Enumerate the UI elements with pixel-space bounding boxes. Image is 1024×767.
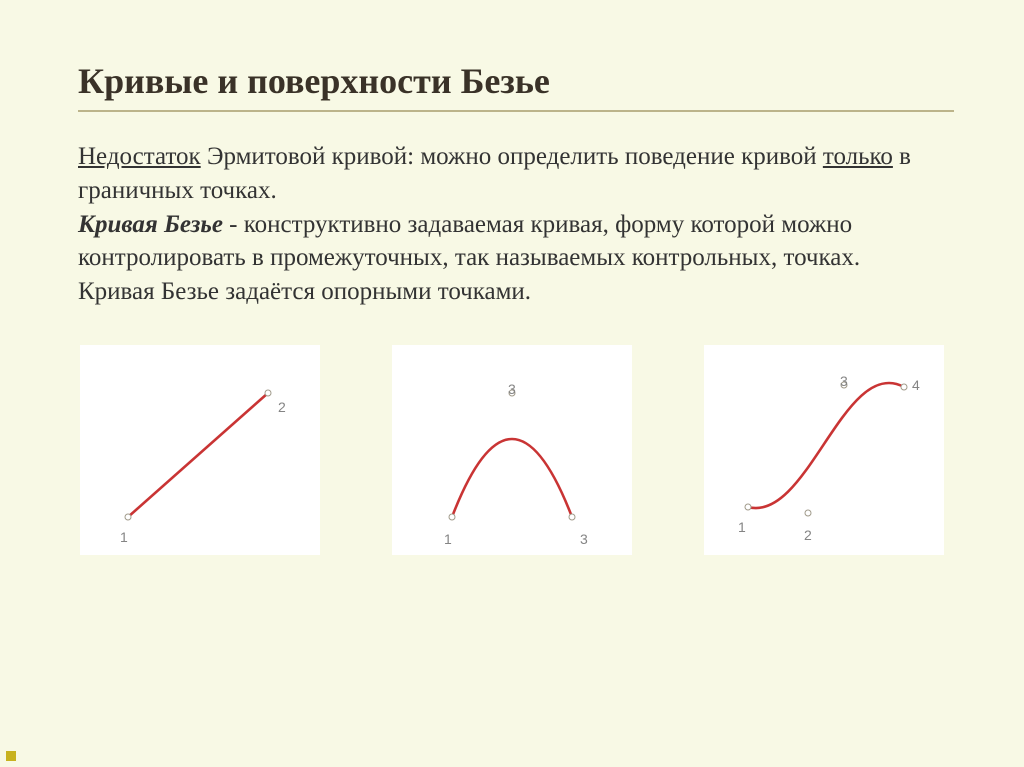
figure-quadratic: 1 3 3 bbox=[392, 345, 632, 555]
text-underline-2: только bbox=[823, 143, 893, 170]
slide-marker-icon bbox=[6, 751, 16, 761]
control-point bbox=[805, 509, 812, 516]
control-point-label: 3 bbox=[508, 381, 516, 397]
text-part: Эрмитовой кривой: можно определить повед… bbox=[201, 143, 823, 170]
control-point bbox=[265, 389, 272, 396]
figure-linear: 12 bbox=[80, 345, 320, 555]
control-point-label: 2 bbox=[804, 527, 812, 543]
figure-cubic: 1 2 3 4 bbox=[704, 345, 944, 555]
figures-row: 12 133 1234 bbox=[70, 345, 954, 555]
control-point-label: 3 bbox=[840, 373, 848, 389]
text-underline-1: Недостаток bbox=[78, 143, 201, 170]
title-rule bbox=[78, 110, 954, 112]
text-part: Кривая Безье задаётся опорными точками. bbox=[78, 278, 531, 305]
control-point-label: 2 bbox=[278, 399, 286, 415]
control-point bbox=[901, 383, 908, 390]
page-title: Кривые и поверхности Безье bbox=[78, 60, 954, 102]
control-point bbox=[449, 513, 456, 520]
text-bolditalic: Кривая Безье bbox=[78, 211, 223, 238]
curve-quadratic bbox=[452, 439, 572, 517]
control-point bbox=[745, 503, 752, 510]
curve-linear bbox=[128, 393, 268, 517]
control-point-label: 4 bbox=[912, 377, 920, 393]
curve-cubic bbox=[748, 383, 904, 508]
control-point-label: 3 bbox=[580, 531, 588, 547]
control-point-label: 1 bbox=[120, 529, 128, 545]
control-point bbox=[125, 513, 132, 520]
control-point-label: 1 bbox=[738, 519, 746, 535]
body-text: Недостаток Эрмитовой кривой: можно опред… bbox=[78, 140, 954, 309]
control-point-label: 1 bbox=[444, 531, 452, 547]
control-point bbox=[569, 513, 576, 520]
